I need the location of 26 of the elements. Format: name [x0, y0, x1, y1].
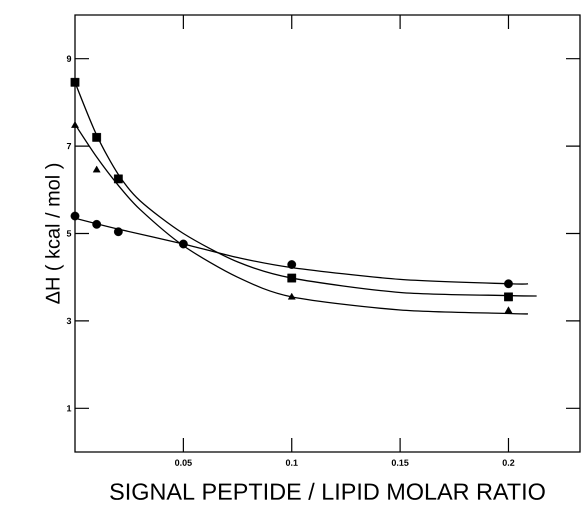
- x-tick-label: 0.1: [286, 460, 298, 466]
- point: [504, 279, 513, 288]
- point: [114, 174, 123, 184]
- point: [504, 292, 513, 302]
- point: [178, 240, 188, 248]
- point: [70, 78, 80, 87]
- y-tick-label: 5: [66, 230, 72, 237]
- point: [70, 212, 80, 220]
- point: [92, 166, 101, 172]
- y-tick-label: 9: [66, 56, 72, 62]
- point: [92, 132, 102, 142]
- point: [288, 292, 296, 300]
- y-axis-title: ΔH ( kcal / mol ): [45, 164, 64, 304]
- x-tick-label: 0.2: [502, 460, 514, 466]
- point: [71, 121, 79, 128]
- y-tick-label: 3: [66, 318, 72, 324]
- x-tick-label: 0.05: [175, 460, 192, 466]
- y-tick-label: 1: [67, 405, 72, 412]
- x-tick-label: 0.15: [392, 460, 409, 466]
- point: [114, 227, 123, 236]
- point: [287, 260, 296, 269]
- x-axis-title: SIGNAL PEPTIDE / LIPID MOLAR RATIO: [110, 482, 545, 500]
- y-tick-label: 7: [66, 143, 72, 150]
- point: [92, 220, 102, 229]
- point: [504, 306, 512, 314]
- point: [287, 274, 296, 282]
